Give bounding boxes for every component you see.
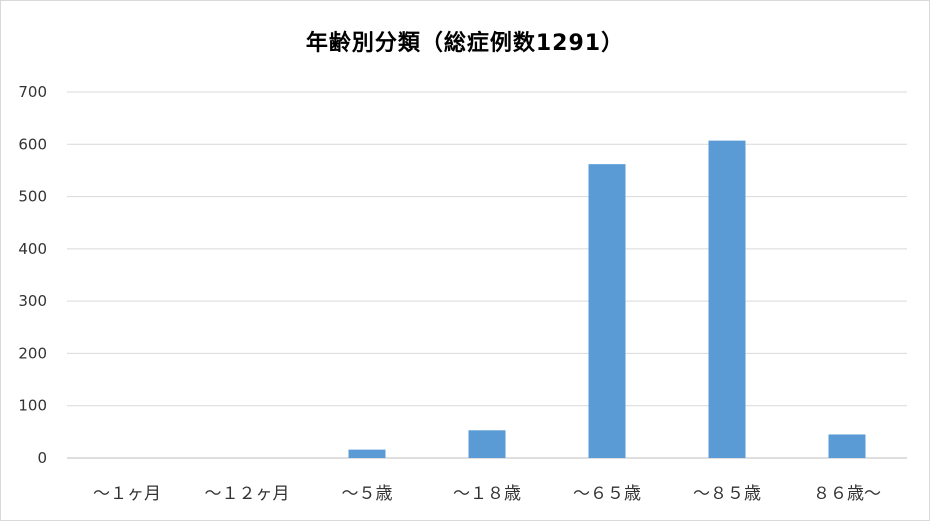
y-tick-label: 400: [18, 240, 47, 258]
x-category-label: ～５歳: [342, 484, 393, 504]
x-category-label: ～８５歳: [693, 484, 761, 504]
x-category-label: ～１ヶ月: [93, 484, 161, 504]
y-tick-label: 700: [18, 83, 47, 101]
y-tick-label: 300: [18, 292, 47, 310]
bar: [708, 140, 746, 458]
x-category-label: ～１８歳: [453, 484, 521, 504]
y-axis-tick-labels: 0 100 200 300 400 500 600 700: [18, 83, 47, 467]
bar: [588, 164, 626, 458]
y-tick-label: 0: [37, 449, 47, 467]
x-category-label: ８６歳～: [813, 484, 881, 504]
bars: [348, 140, 866, 458]
bar: [348, 449, 386, 458]
y-tick-label: 100: [18, 397, 47, 415]
y-tick-label: 200: [18, 344, 47, 362]
x-axis-category-labels: ～１ヶ月 ～１２ヶ月 ～５歳 ～１８歳 ～６５歳 ～８５歳 ８６歳～: [93, 484, 881, 504]
gridlines: [67, 91, 907, 459]
y-tick-label: 600: [18, 135, 47, 153]
chart-title: 年齢別分類（総症例数1291）: [305, 31, 625, 56]
y-tick-label: 500: [18, 188, 47, 206]
bar: [468, 430, 506, 458]
x-category-label: ～６５歳: [573, 484, 641, 504]
bar: [828, 434, 866, 458]
x-category-label: ～１２ヶ月: [205, 484, 290, 504]
